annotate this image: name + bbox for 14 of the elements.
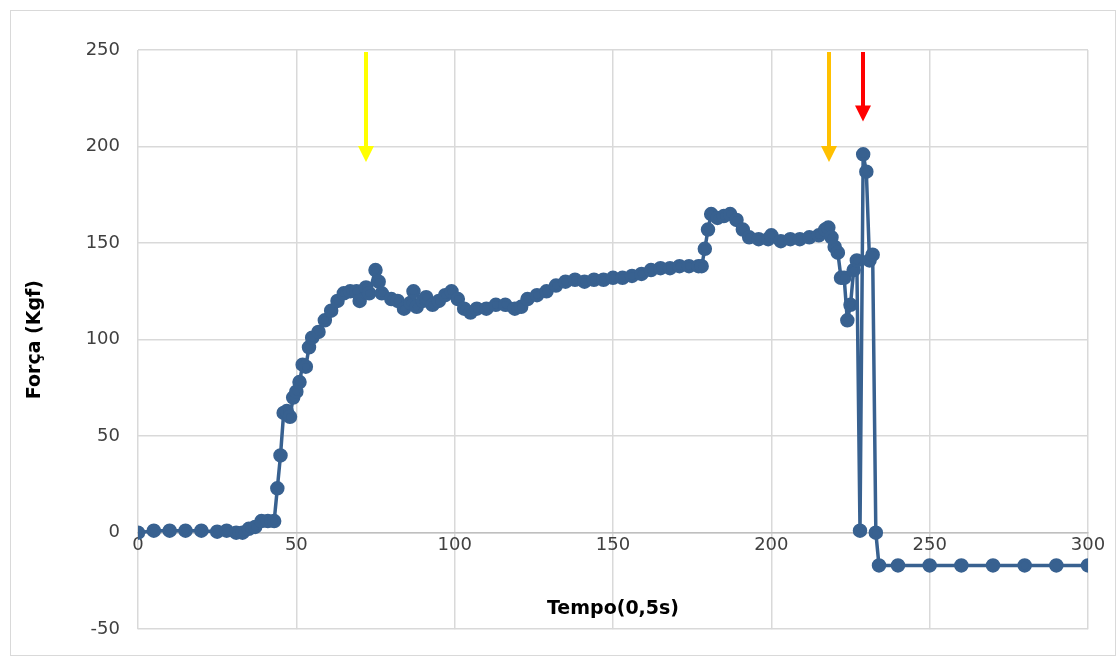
x-tick-label: 250 [912, 533, 947, 555]
y-tick-label: 100 [85, 327, 120, 349]
x-tick-label: 50 [284, 533, 308, 555]
x-tick-label: 300 [1070, 533, 1106, 555]
y-tick-label: 150 [85, 230, 120, 252]
y-tick-label: 250 [85, 37, 120, 59]
y-tick-label: 200 [85, 134, 120, 156]
y-tick-label: -50 [90, 616, 120, 638]
y-tick-label: 50 [97, 423, 120, 445]
x-tick-label: 100 [437, 533, 472, 555]
x-axis-title: Tempo(0,5s) [545, 596, 681, 618]
x-tick-label: 200 [754, 533, 789, 555]
x-tick-label: 150 [595, 533, 631, 555]
y-axis-title: Força (Kgf) [22, 279, 45, 400]
